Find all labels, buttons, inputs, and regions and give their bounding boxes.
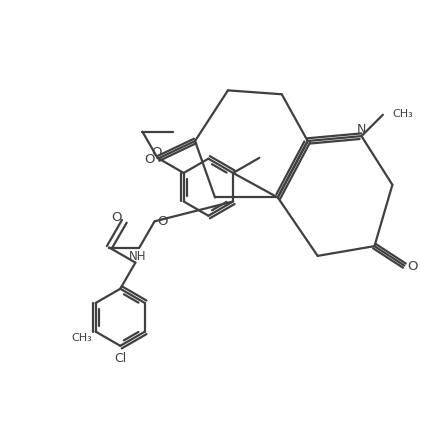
Text: O: O <box>112 210 122 223</box>
Text: Cl: Cl <box>114 351 126 364</box>
Text: CH₃: CH₃ <box>72 332 93 342</box>
Text: NH: NH <box>129 249 146 262</box>
Text: CH₃: CH₃ <box>392 108 413 118</box>
Text: N: N <box>357 123 366 136</box>
Text: O: O <box>144 153 155 166</box>
Text: O: O <box>151 146 162 159</box>
Text: O: O <box>408 260 418 273</box>
Text: O: O <box>157 214 168 227</box>
